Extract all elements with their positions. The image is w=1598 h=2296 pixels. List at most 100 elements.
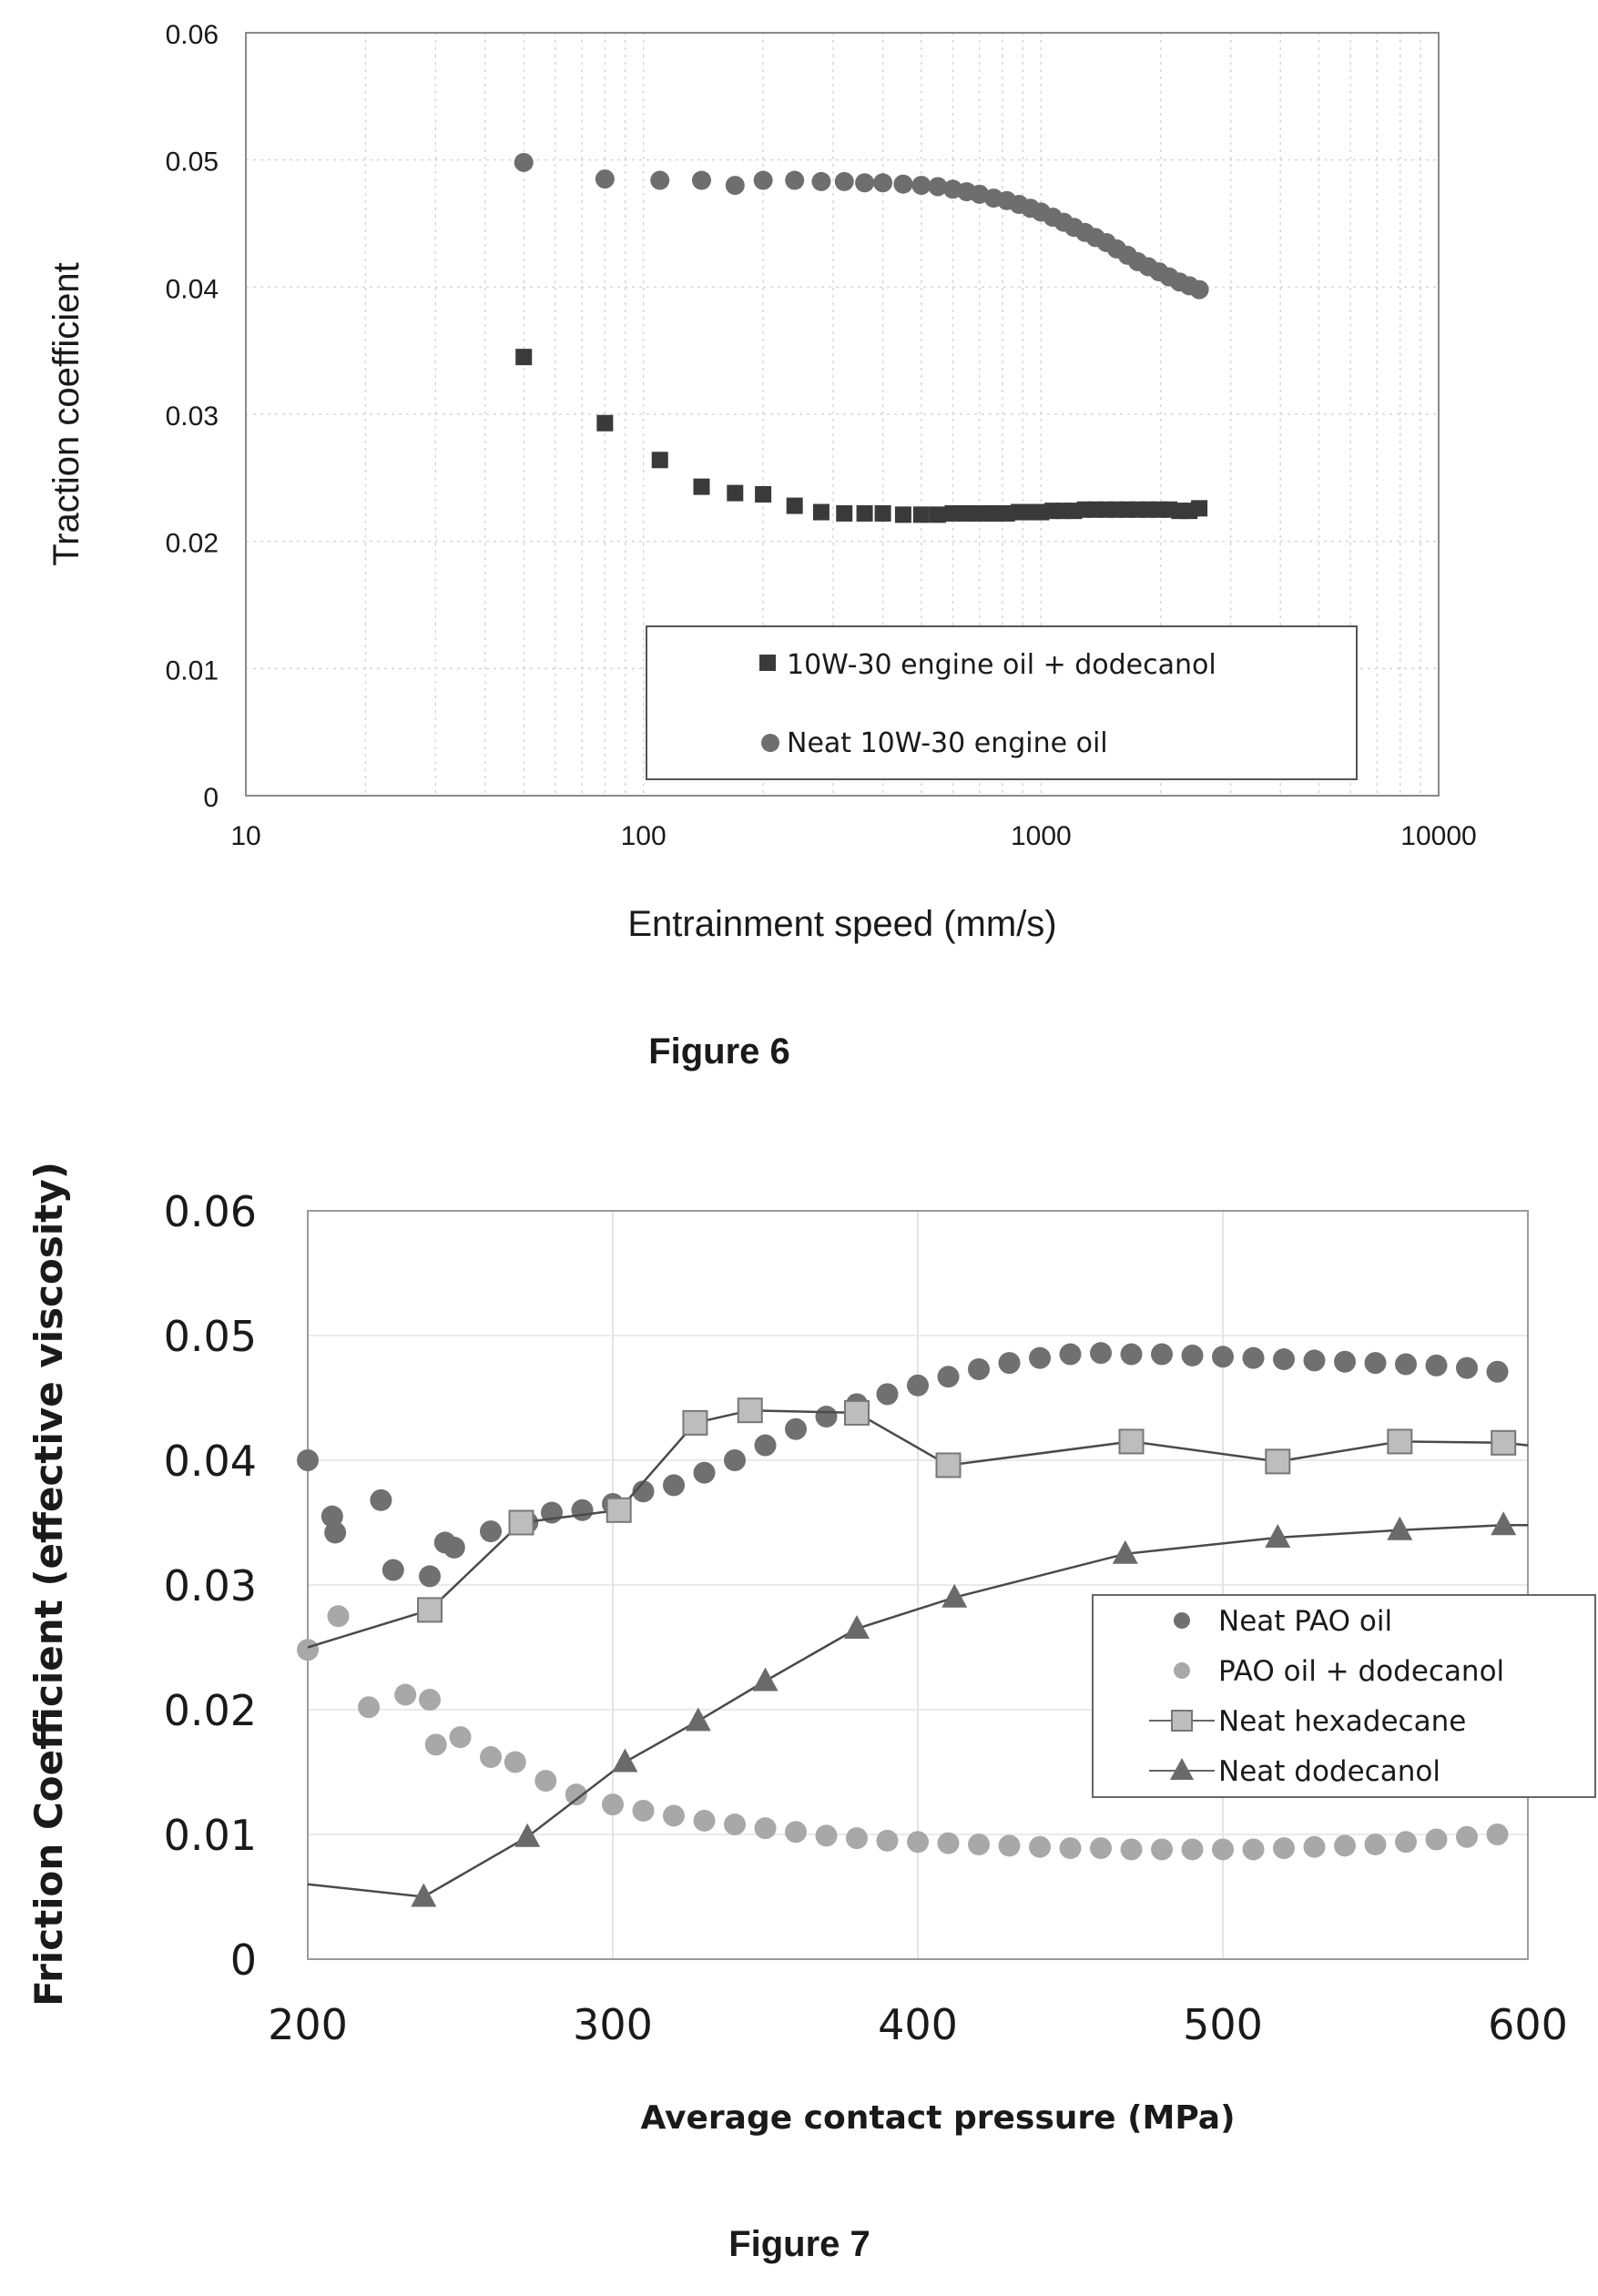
- figure-7-series-3-point: [844, 1399, 870, 1426]
- figure-6: 0 0.01 0.02 0.03 0.04 0.05 0.06 10 100 1000 10000…: [46, 20, 1477, 1072]
- figure-7-series-1-point: [907, 1374, 929, 1397]
- figure-7-legend-box: [1092, 1594, 1596, 1798]
- figure-7-series-3-point: [737, 1397, 763, 1424]
- figure-7-series-1-point: [1395, 1353, 1417, 1376]
- figure-6-series-1-point: [912, 506, 930, 523]
- figure-7-series-2-point: [754, 1817, 777, 1840]
- figure-7-series-2-point: [663, 1804, 685, 1827]
- figure-7-series-1-point: [1273, 1348, 1295, 1371]
- figure-7-legend-label-3: Neat hexadecane: [1218, 1705, 1466, 1738]
- figure-7-series-2-point: [815, 1824, 838, 1847]
- figure-7-y-tick-label: 0: [230, 1935, 257, 1985]
- figure-7-y-tick-label: 0.02: [164, 1686, 257, 1735]
- figure-7-series-2-point: [1364, 1833, 1387, 1855]
- figure-7-x-tick-label: 200: [268, 2000, 348, 2049]
- figure-7-y-axis-label: Friction Coefficient (effective viscosit…: [26, 1162, 71, 2006]
- figure-7-series-2-point: [785, 1821, 807, 1844]
- figure-6-series-1-point: [515, 349, 533, 366]
- figure-7-series-4-point: [411, 1883, 437, 1907]
- figure-6-x-tick-label: 10000: [1400, 821, 1476, 851]
- figure-7-series-1-point: [419, 1565, 441, 1588]
- figure-7-series-2-point: [1486, 1824, 1509, 1845]
- figure-6-y-tick-label: 0.06: [166, 20, 219, 50]
- figure-6-series-2-points: [514, 152, 1209, 300]
- figure-7-legend-marker-2: [1174, 1662, 1190, 1679]
- figure-7-x-tick-label: 600: [1488, 2000, 1568, 2049]
- figure-7-x-ticks: 200 300 400 500 600: [268, 2000, 1568, 2049]
- figure-7-series-2-point: [1120, 1838, 1143, 1861]
- figure-7-x-tick-label: 400: [878, 2000, 958, 2049]
- figure-7-series-1-point: [324, 1521, 347, 1544]
- figure-6-series-2-point: [595, 169, 615, 189]
- figure-7-series-2-point: [394, 1683, 417, 1706]
- figure-7-series-2-point: [907, 1831, 929, 1854]
- figure-7-series-2-point: [1273, 1837, 1295, 1860]
- figure-7-series-1-point: [1242, 1346, 1265, 1369]
- figure-6-y-tick-label: 0.01: [166, 655, 219, 686]
- figure-7-series-1-point: [663, 1474, 685, 1497]
- figure-7-series-1-point: [1334, 1350, 1356, 1373]
- figure-6-x-ticks: 10 100 1000 10000: [230, 821, 1476, 851]
- figure-7-series-2-point: [876, 1829, 899, 1852]
- figure-7-series-2-point: [1456, 1825, 1478, 1848]
- figure-7-series-2-point: [1242, 1838, 1265, 1861]
- figure-6-series-2-point: [834, 171, 854, 191]
- figure-7-series-3-point: [417, 1597, 443, 1623]
- figure-6-y-axis-label: Traction coefficient: [46, 262, 87, 566]
- figure-7-series-4-point: [1387, 1516, 1413, 1540]
- figure-6-legend-marker-1: [759, 655, 776, 671]
- figure-7-series-2-point: [449, 1726, 472, 1749]
- figure-6-series-2-point: [691, 170, 711, 190]
- figure-6-legend-label-2: Neat 10W-30 engine oil: [787, 727, 1108, 759]
- figure-7-series-2-point: [1425, 1828, 1448, 1851]
- figure-7-series-4-point: [612, 1748, 638, 1773]
- figure-7-y-tick-label: 0.04: [164, 1437, 257, 1486]
- figure-6-y-tick-label: 0: [203, 783, 219, 813]
- figure-6-series-1-point: [786, 497, 803, 514]
- figure-7-series-1-point: [1090, 1342, 1112, 1365]
- figure-7-series-3-point: [508, 1509, 534, 1536]
- figure-7-series-1-point: [1120, 1343, 1143, 1366]
- figure-7-series-2-point: [1334, 1834, 1356, 1857]
- figure-7-series-1-point: [571, 1498, 594, 1521]
- figure-7-series-2-point: [846, 1827, 868, 1850]
- figure-7-series-1-point: [382, 1559, 404, 1581]
- figure-6-series-2-point: [911, 176, 931, 196]
- figure-6-series-1-points: [515, 349, 1208, 523]
- figure-7-series-1-point: [1181, 1344, 1204, 1366]
- figure-7-series-2-point: [1212, 1838, 1234, 1861]
- figure-6-legend: 10W-30 engine oil + dodecanol Neat 10W-3…: [646, 625, 1358, 780]
- figure-7-series-2-points: [297, 1605, 1509, 1861]
- figure-7: 0 0.01 0.02 0.03 0.04 0.05 0.06 200 300 400 500 60…: [26, 1162, 1596, 2264]
- figure-7-series-3-point: [1491, 1429, 1517, 1456]
- figure-6-series-1-point: [929, 506, 946, 523]
- figure-7-series-2-point: [419, 1689, 441, 1712]
- figure-7-series-1-point: [1059, 1343, 1082, 1366]
- figure-7-series-1-point: [724, 1449, 746, 1471]
- figure-7-series-1-point: [815, 1406, 838, 1428]
- figure-6-series-1-point: [836, 504, 853, 522]
- figure-7-series-2-point: [504, 1751, 526, 1773]
- figure-7-series-1-point: [693, 1461, 716, 1484]
- figure-7-x-tick-label: 500: [1183, 2000, 1263, 2049]
- figure-6-series-2-point: [855, 173, 875, 193]
- figure-6-series-1-point: [874, 504, 891, 522]
- figure-7-series-4-point: [1491, 1511, 1517, 1536]
- figure-6-series-2-point: [811, 171, 831, 191]
- figure-7-series-4-point: [1112, 1539, 1138, 1564]
- figure-6-caption: Figure 6: [648, 1031, 790, 1072]
- figure-7-series-1-point: [1486, 1360, 1509, 1383]
- figure-7-y-ticks: 0 0.01 0.02 0.03 0.04 0.05 0.06: [164, 1187, 257, 1985]
- figure-7-series-1-point: [968, 1357, 990, 1380]
- figure-7-series-1-point: [480, 1520, 502, 1543]
- figure-7-legend-label-4: Neat dodecanol: [1218, 1755, 1440, 1788]
- figure-7-series-3-line: [307, 1397, 1529, 1649]
- figure-7-legend-label-1: Neat PAO oil: [1218, 1605, 1392, 1638]
- figure-7-series-1-point: [998, 1352, 1021, 1375]
- figure-6-x-tick-label: 1000: [1011, 821, 1072, 851]
- figure-7-series-4-point: [941, 1583, 968, 1608]
- figure-7-legend-marker-1: [1174, 1612, 1190, 1629]
- figure-7-series-1-point: [297, 1449, 319, 1471]
- figure-6-series-1-point: [755, 485, 772, 503]
